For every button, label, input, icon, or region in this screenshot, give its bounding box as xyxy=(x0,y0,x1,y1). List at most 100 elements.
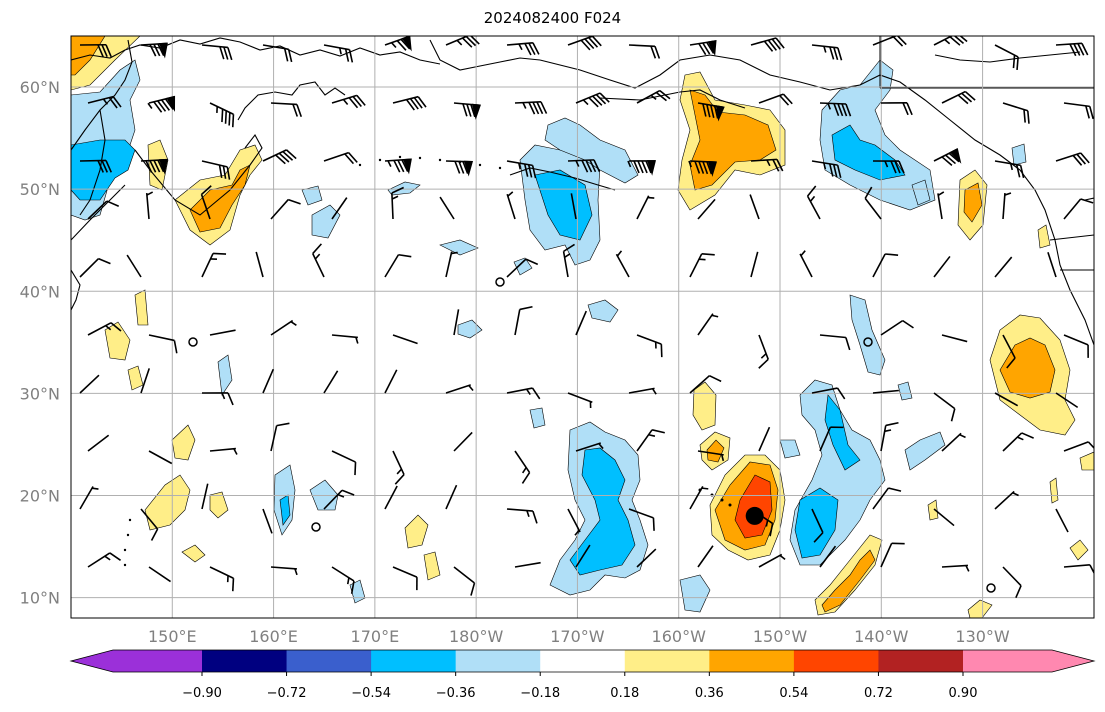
wind-barb xyxy=(933,508,955,527)
colorbar-swatch xyxy=(793,650,879,672)
contour-orange-light xyxy=(927,499,939,521)
contour-blue xyxy=(824,394,861,471)
wind-barb xyxy=(384,158,412,175)
wind-barb xyxy=(1002,432,1034,452)
wind-barb xyxy=(933,392,956,422)
contour-blue-light xyxy=(679,574,711,613)
wind-barb xyxy=(453,102,481,120)
contour-blue-light xyxy=(904,431,946,471)
wind-barb xyxy=(1055,152,1090,166)
lat-label: 30°N xyxy=(20,384,60,403)
colorbar-extension-min xyxy=(71,650,202,672)
wind-barb xyxy=(79,486,99,510)
wind-barb xyxy=(140,508,159,541)
colorbar: −0.90 −0.72 −0.54 −0.36 −0.18 0.18 0.36 0.54 0.7… xyxy=(69,649,1096,701)
contour-blue-light xyxy=(897,381,913,401)
wind-barb xyxy=(872,487,902,510)
wind-barb xyxy=(87,322,122,336)
wind-barb xyxy=(453,431,473,452)
colorbar-label: −0.54 xyxy=(351,686,391,701)
wind-barb xyxy=(201,160,231,180)
contour-orange-light xyxy=(127,365,144,391)
wind-barb xyxy=(758,553,786,568)
contour-orange-light xyxy=(134,289,149,326)
wind-barb xyxy=(570,193,577,220)
wind-barb xyxy=(201,392,234,406)
contour-orange-light xyxy=(144,474,191,531)
wind-barb xyxy=(514,450,531,484)
colorbar-swatch xyxy=(286,650,372,672)
contour-orange-light xyxy=(171,424,196,461)
wind-barb xyxy=(811,387,846,400)
wind-barb xyxy=(636,429,665,452)
colorbar-label: −0.18 xyxy=(520,686,560,701)
contour-blue-light xyxy=(311,204,341,239)
wind-barb xyxy=(941,90,976,105)
wind-barb xyxy=(636,334,663,358)
lat-label: 10°N xyxy=(20,589,60,608)
contour-blue-light xyxy=(911,179,931,206)
wind-barb xyxy=(750,251,759,278)
contour-orange xyxy=(963,182,983,223)
wind-barb xyxy=(255,251,264,278)
wind-barb xyxy=(79,374,100,394)
wind-barb xyxy=(933,148,962,166)
wind-barb xyxy=(758,93,793,106)
wind-barb xyxy=(697,313,719,336)
colorbar-swatch xyxy=(878,650,964,672)
contour-orange-light xyxy=(692,381,717,431)
contour-blue xyxy=(569,447,636,576)
wind-barb xyxy=(567,508,581,536)
wind-barb xyxy=(941,432,966,452)
wind-barb xyxy=(270,566,298,576)
contour-orange-light xyxy=(404,514,429,549)
wind-barb xyxy=(126,254,142,278)
lon-label: 150°E xyxy=(148,627,197,646)
contour-orange-light xyxy=(104,321,131,361)
wind-barb xyxy=(933,255,951,278)
wind-barb xyxy=(627,160,657,176)
lat-label: 60°N xyxy=(20,78,60,97)
lon-label: 160°E xyxy=(249,627,298,646)
wind-barb xyxy=(880,542,905,568)
wind-barb xyxy=(758,426,771,452)
colorbar-swatch xyxy=(455,650,541,672)
wind-barb xyxy=(87,200,120,220)
wind-barb xyxy=(201,44,233,61)
wind-barb xyxy=(688,160,718,177)
contour-blue-light xyxy=(587,299,619,323)
lat-label: 50°N xyxy=(20,180,60,199)
wind-barb xyxy=(384,253,412,278)
wind-barb xyxy=(331,566,355,594)
wind-barb xyxy=(79,257,111,278)
wind-barb xyxy=(201,483,209,510)
wind-barb xyxy=(937,191,945,220)
wind-barb xyxy=(562,243,575,278)
wind-barb xyxy=(331,334,359,344)
wind-barb xyxy=(1055,392,1079,409)
contour-blue-light xyxy=(849,294,886,376)
wind-barb xyxy=(262,368,275,394)
contour-blue xyxy=(794,487,839,559)
wind-barb xyxy=(145,191,154,220)
wind-barb xyxy=(140,368,151,394)
contour-orange-light xyxy=(423,551,441,581)
wind-barb xyxy=(323,151,358,165)
wind-barb xyxy=(567,392,593,409)
wind-barb xyxy=(200,185,212,220)
wind-barb xyxy=(567,36,602,51)
map-title: 2024082400 F024 xyxy=(483,9,622,27)
wind-barb xyxy=(689,253,715,278)
wind-barb xyxy=(445,160,474,177)
wind-barb xyxy=(689,485,709,510)
wind-barb xyxy=(140,158,168,175)
contour-orange-light xyxy=(209,491,229,519)
longitude-labels: 150°E 160°E 170°E 180°W 170°W 160°W 150°W 140°W… xyxy=(148,627,1010,646)
wind-barb xyxy=(506,508,538,524)
lon-label: 160°W xyxy=(652,627,707,646)
wind-barb xyxy=(628,44,661,59)
wind-barbs xyxy=(79,36,1094,598)
wind-barb xyxy=(262,149,297,165)
wind-barb xyxy=(799,250,813,278)
